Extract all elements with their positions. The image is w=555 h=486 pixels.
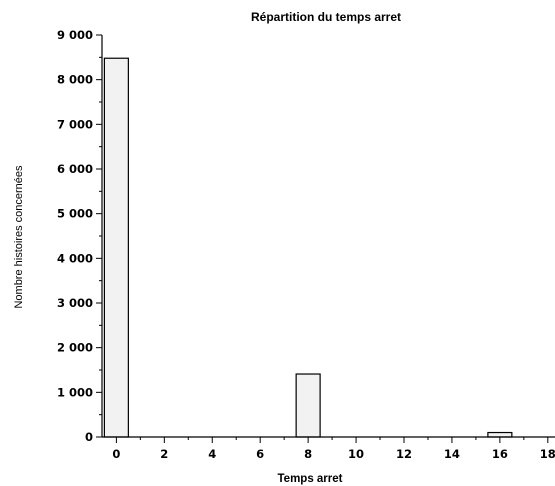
bar-16 [487,431,513,438]
x-tick-label-4: 4 [208,447,216,461]
x-tick-label-10: 10 [348,447,364,461]
bar-0 [103,57,129,438]
y-tick-label-6000: 6 000 [57,162,93,176]
y-tick-label-9000: 9 000 [57,28,93,42]
x-tick-label-8: 8 [304,447,312,461]
x-tick-label-18: 18 [540,447,555,461]
x-tick-label-2: 2 [160,447,168,461]
y-tick-label-8000: 8 000 [57,73,93,87]
axes-group [101,35,555,438]
x-tick-label-16: 16 [492,447,508,461]
y-tick-label-0: 0 [85,430,93,444]
y-axis-label: Nombre histoires concernées [13,165,25,309]
y-tick-label-4000: 4 000 [57,251,93,265]
chart-title: Répartition du temps arret [251,10,401,24]
x-tick-label-12: 12 [396,447,412,461]
x-tick-label-6: 6 [256,447,264,461]
x-tick-label-0: 0 [112,447,120,461]
bars-group [103,57,513,438]
y-tick-label-2000: 2 000 [57,341,93,355]
y-tick-label-1000: 1 000 [57,385,93,399]
y-tick-label-5000: 5 000 [57,207,93,221]
y-tick-label-7000: 7 000 [57,117,93,131]
x-tick-label-14: 14 [444,447,460,461]
ticks-group: 0 1 000 2 000 3 000 4 000 5 000 6 000 7 000 8 00… [57,28,555,461]
x-axis-label: Temps arret [278,473,343,485]
bar-8 [295,373,321,438]
y-tick-label-3000: 3 000 [57,296,93,310]
